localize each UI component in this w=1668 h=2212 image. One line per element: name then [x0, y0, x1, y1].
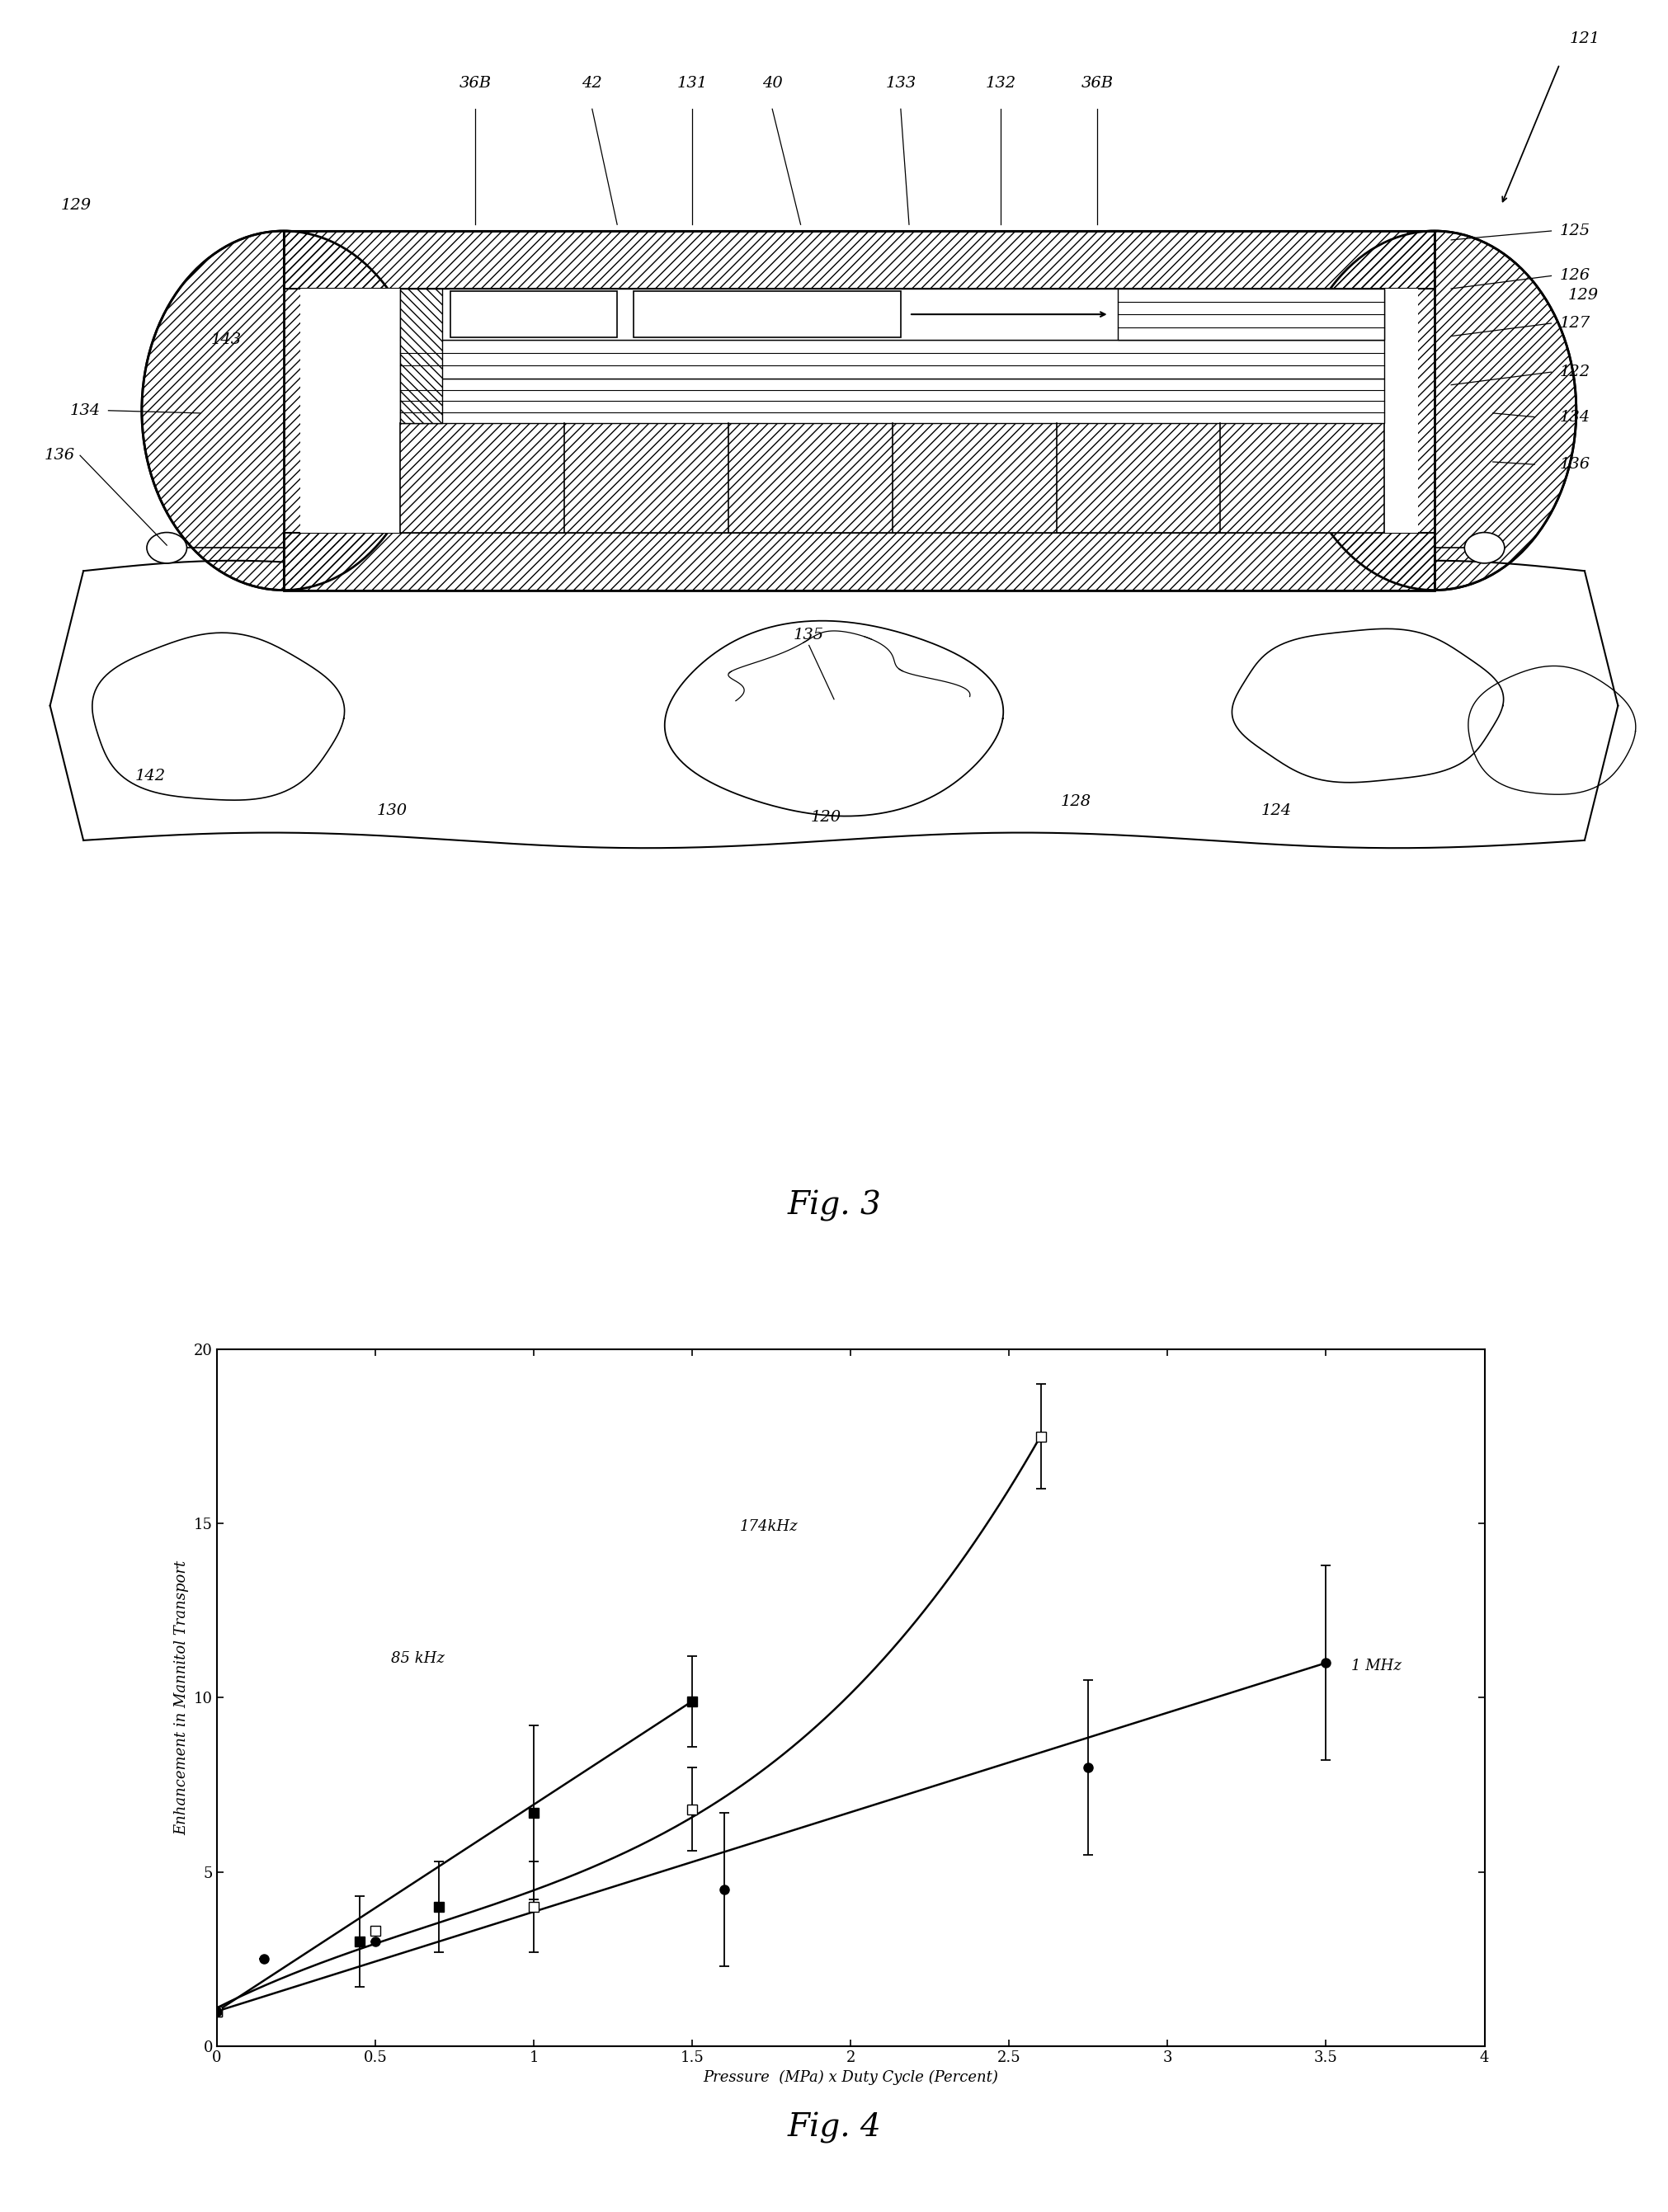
Bar [400, 378, 1384, 422]
Text: 85 kHz: 85 kHz [390, 1652, 445, 1666]
Text: 36B: 36B [1081, 75, 1114, 91]
Bar [634, 292, 901, 338]
Text: 122: 122 [1560, 365, 1590, 380]
Text: 124: 124 [1261, 803, 1291, 818]
Text: 125: 125 [1560, 223, 1590, 239]
Text: 135: 135 [794, 628, 824, 641]
Bar [400, 288, 442, 422]
Circle shape [1465, 533, 1505, 564]
Bar [284, 230, 1434, 591]
X-axis label: Pressure  (MPa) x Duty Cycle (Percent): Pressure (MPa) x Duty Cycle (Percent) [704, 2070, 997, 2084]
Text: 134: 134 [1560, 409, 1590, 425]
Text: 128: 128 [1061, 794, 1091, 810]
Circle shape [147, 533, 187, 564]
Text: 129: 129 [62, 197, 92, 212]
Text: 1 MHz: 1 MHz [1351, 1659, 1401, 1672]
Text: 126: 126 [1560, 268, 1590, 283]
Text: 127: 127 [1560, 316, 1590, 332]
Bar [400, 290, 1384, 341]
Text: 36B: 36B [459, 75, 492, 91]
Text: Fig. 3: Fig. 3 [787, 1190, 881, 1221]
Bar [450, 292, 617, 338]
Text: 143: 143 [212, 332, 242, 347]
Bar [284, 533, 1434, 591]
Ellipse shape [142, 230, 425, 591]
Bar [300, 290, 1418, 533]
Text: 136: 136 [1560, 458, 1590, 471]
Text: 132: 132 [986, 75, 1016, 91]
Bar [284, 230, 1434, 290]
Bar [400, 422, 1384, 533]
Text: 120: 120 [811, 810, 841, 825]
Text: 42: 42 [582, 75, 602, 91]
Text: 136: 136 [45, 449, 75, 462]
Text: 121: 121 [1570, 31, 1600, 46]
Y-axis label: Enhancement in Mannitol Transport: Enhancement in Mannitol Transport [175, 1559, 188, 1836]
Text: 134: 134 [70, 403, 100, 418]
Text: 131: 131 [677, 75, 707, 91]
Text: 174kHz: 174kHz [739, 1520, 797, 1533]
Text: Fig. 4: Fig. 4 [787, 2112, 881, 2143]
FancyBboxPatch shape [50, 564, 1618, 854]
Text: 133: 133 [886, 75, 916, 91]
Text: 129: 129 [1568, 288, 1598, 303]
Text: 142: 142 [135, 770, 165, 783]
Bar [1118, 290, 1384, 341]
Bar [400, 341, 1384, 378]
Text: 130: 130 [377, 803, 407, 818]
Text: 40: 40 [762, 75, 782, 91]
Ellipse shape [1293, 230, 1576, 591]
